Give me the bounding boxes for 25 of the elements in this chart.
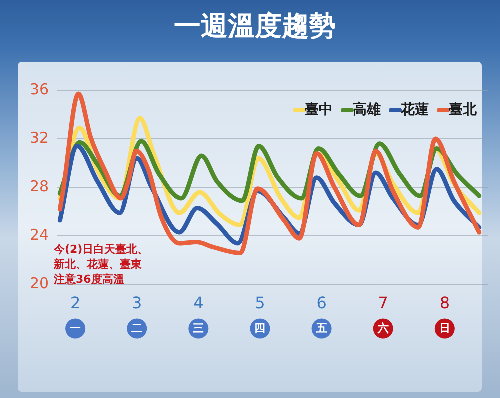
text: 四 [254, 322, 266, 336]
y-tick-label: 28 [30, 177, 50, 196]
text: 三 [193, 322, 204, 336]
legend-label: 高雄 [353, 101, 381, 118]
x-tick-label: 8 [440, 294, 450, 313]
text: 二 [132, 322, 143, 336]
x-tick-label: 7 [378, 294, 388, 313]
x-tick-label: 6 [316, 294, 327, 313]
legend-label: 臺中 [305, 102, 333, 118]
x-tick-label: 3 [132, 294, 142, 313]
text: 六 [376, 322, 389, 336]
x-tick-label: 2 [70, 294, 81, 313]
text: 日 [439, 322, 450, 336]
annotation: 今(2)日白天臺北、新北、花蓮、臺東注意36度高溫 [54, 242, 150, 287]
x-tick-label: 4 [194, 294, 204, 313]
y-tick-label: 36 [30, 80, 50, 98]
legend-label: 花蓮 [400, 102, 430, 118]
chart-title: 一週溫度趨勢 [174, 11, 336, 42]
x-tick-label: 5 [255, 294, 266, 313]
legend-label: 臺北 [449, 102, 478, 118]
y-tick-label: 32 [30, 128, 50, 147]
text: 五 [315, 322, 328, 336]
y-tick-label: 20 [30, 274, 50, 293]
text: 一 [70, 322, 82, 336]
y-tick-label: 24 [30, 226, 50, 244]
